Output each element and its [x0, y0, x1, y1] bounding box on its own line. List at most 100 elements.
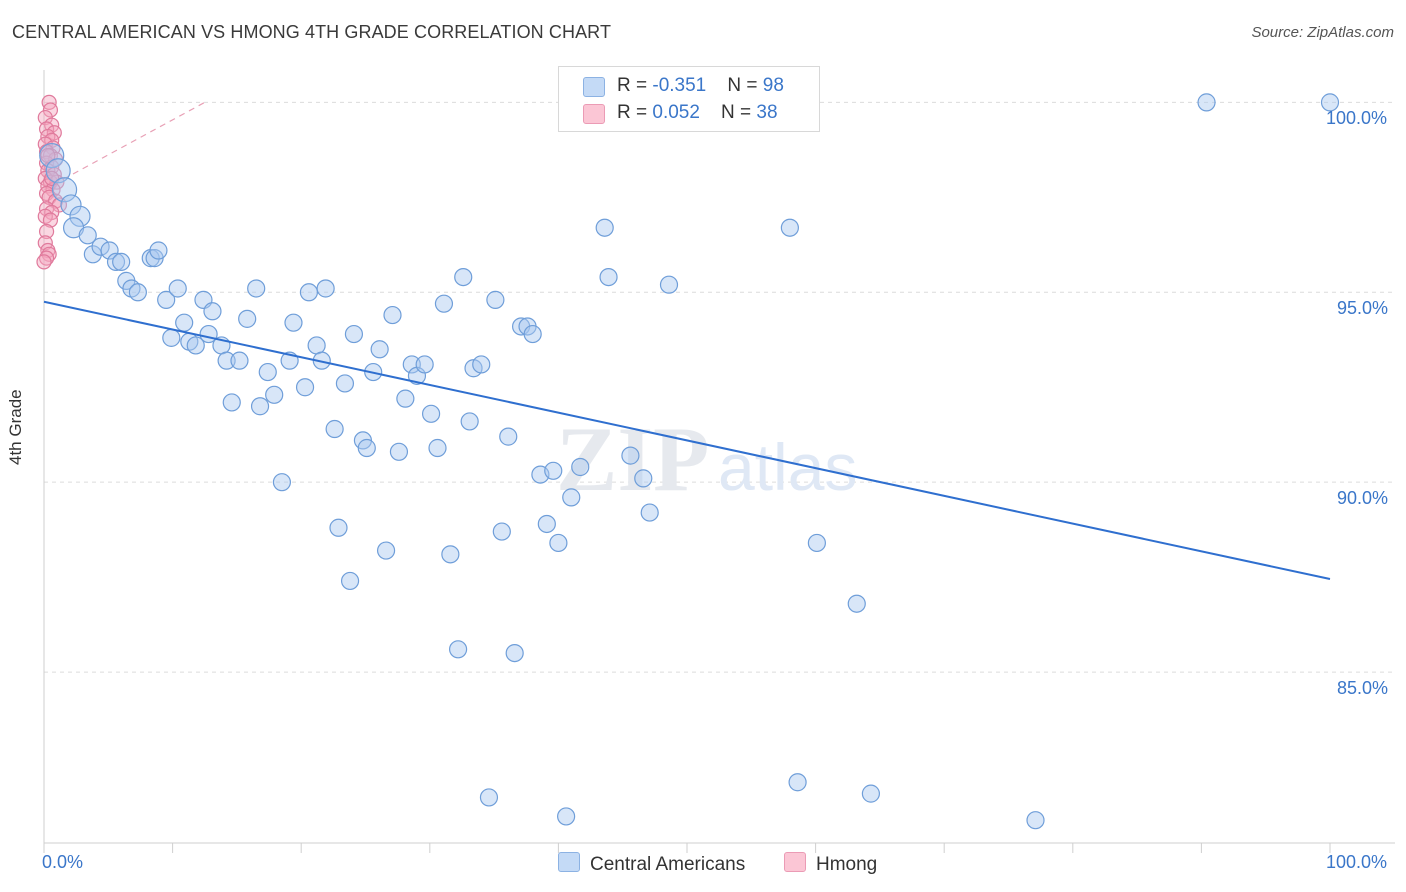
central-americans-point: [634, 469, 653, 488]
central-americans-point: [659, 275, 679, 294]
central-americans-point: [621, 446, 640, 465]
central-americans-point: [203, 302, 222, 321]
central-americans-point: [807, 533, 826, 553]
hmong-trend-line: [43, 101, 206, 191]
central-americans-point: [307, 336, 326, 355]
legend-swatch-blue: [583, 77, 605, 97]
central-americans-point: [499, 427, 518, 446]
central-americans-point: [544, 461, 563, 480]
central-americans-point: [389, 442, 409, 461]
legend-n-label: N =: [721, 102, 757, 123]
central-americans-point: [788, 773, 807, 792]
central-americans-point: [421, 404, 441, 423]
central-americans-point: [357, 438, 376, 458]
chart-title: CENTRAL AMERICAN VS HMONG 4TH GRADE CORR…: [12, 22, 612, 42]
legend-n-label: N =: [727, 75, 763, 96]
central-americans-point: [39, 142, 65, 169]
x-tick-label-min: 0.0%: [42, 852, 84, 872]
legend-swatch-pink: [784, 852, 806, 872]
y-axis-label: 4th Grade: [6, 389, 25, 465]
central-americans-point: [100, 241, 119, 260]
central-americans-points: [39, 93, 1340, 830]
central-americans-point: [523, 324, 542, 344]
central-americans-trend-line: [43, 300, 1331, 581]
central-americans-point: [595, 218, 614, 237]
central-americans-point: [329, 518, 348, 537]
central-americans-point: [157, 290, 176, 309]
central-americans-point: [325, 419, 344, 439]
central-americans-point: [45, 158, 71, 184]
central-americans-point: [60, 194, 82, 216]
central-americans-point: [847, 594, 866, 613]
stats-legend: R = -0.351 N = 98 R = 0.052 N = 38: [558, 66, 820, 132]
source-label: Source: ZipAtlas.com: [1251, 24, 1394, 41]
central-americans-point: [1026, 811, 1045, 830]
central-americans-point: [448, 640, 468, 659]
central-americans-point: [316, 279, 335, 298]
central-americans-point: [454, 267, 473, 287]
central-americans-point: [238, 309, 257, 328]
central-americans-point: [344, 324, 364, 344]
central-americans-point: [415, 355, 434, 374]
central-americans-point: [106, 252, 126, 272]
central-americans-point: [376, 541, 396, 560]
central-americans-point: [486, 290, 505, 309]
y-tick-label: 100.0%: [1326, 108, 1388, 129]
legend-swatch-pink: [583, 104, 605, 124]
central-americans-point: [861, 784, 880, 803]
legend-swatch-blue: [558, 852, 580, 872]
y-tick-label: 95.0%: [1337, 298, 1389, 319]
legend-label: Central Americans: [590, 854, 746, 875]
central-americans-point: [69, 205, 91, 227]
central-americans-point: [128, 283, 147, 302]
central-americans-point: [335, 374, 355, 393]
hmong-point: [36, 254, 52, 270]
hmong-point: [40, 147, 56, 164]
y-tick-label: 85.0%: [1337, 678, 1389, 699]
central-americans-point: [340, 571, 360, 591]
legend-n-value: 38: [756, 102, 778, 123]
central-americans-point: [299, 283, 319, 302]
central-americans-point: [230, 351, 249, 370]
legend-r-value: 0.052: [652, 102, 700, 123]
hmong-points: [36, 94, 68, 270]
legend-n-value: 98: [762, 75, 784, 96]
central-americans-point: [112, 252, 131, 272]
y-tick-label: 90.0%: [1337, 488, 1389, 509]
legend-r-label: R =: [617, 102, 653, 123]
central-americans-point: [562, 488, 581, 507]
hmong-point: [42, 102, 59, 118]
central-americans-point: [222, 393, 241, 412]
central-americans-point: [141, 249, 160, 268]
central-americans-point: [149, 241, 168, 260]
x-tick-label-max: 100.0%: [1326, 852, 1388, 872]
central-americans-point: [265, 385, 284, 404]
central-americans-point: [175, 313, 194, 332]
legend-item-central-americans: Central Americans: [558, 852, 745, 876]
central-americans-point: [250, 397, 270, 416]
central-americans-point: [441, 545, 460, 564]
central-americans-point: [247, 279, 266, 298]
grid-lines: [44, 101, 1395, 673]
hmong-point: [42, 212, 59, 228]
central-americans-point: [571, 457, 590, 477]
central-americans-point: [557, 807, 576, 826]
legend-r-value: -0.351: [652, 75, 707, 96]
legend-item-hmong: Hmong: [784, 852, 877, 876]
legend-label: Hmong: [816, 854, 878, 875]
central-americans-point: [370, 340, 389, 359]
central-americans-point: [258, 362, 277, 382]
central-americans-point: [186, 336, 205, 355]
central-americans-point: [537, 514, 556, 534]
central-americans-point: [599, 267, 618, 287]
hmong-point: [41, 94, 57, 110]
central-americans-point: [549, 533, 568, 553]
central-americans-point: [91, 237, 110, 256]
central-americans-point: [402, 355, 421, 374]
central-americans-point: [1197, 93, 1216, 112]
central-americans-point: [1320, 93, 1340, 112]
central-americans-point: [383, 305, 402, 325]
central-americans-point: [168, 279, 187, 298]
central-americans-point: [162, 328, 181, 347]
